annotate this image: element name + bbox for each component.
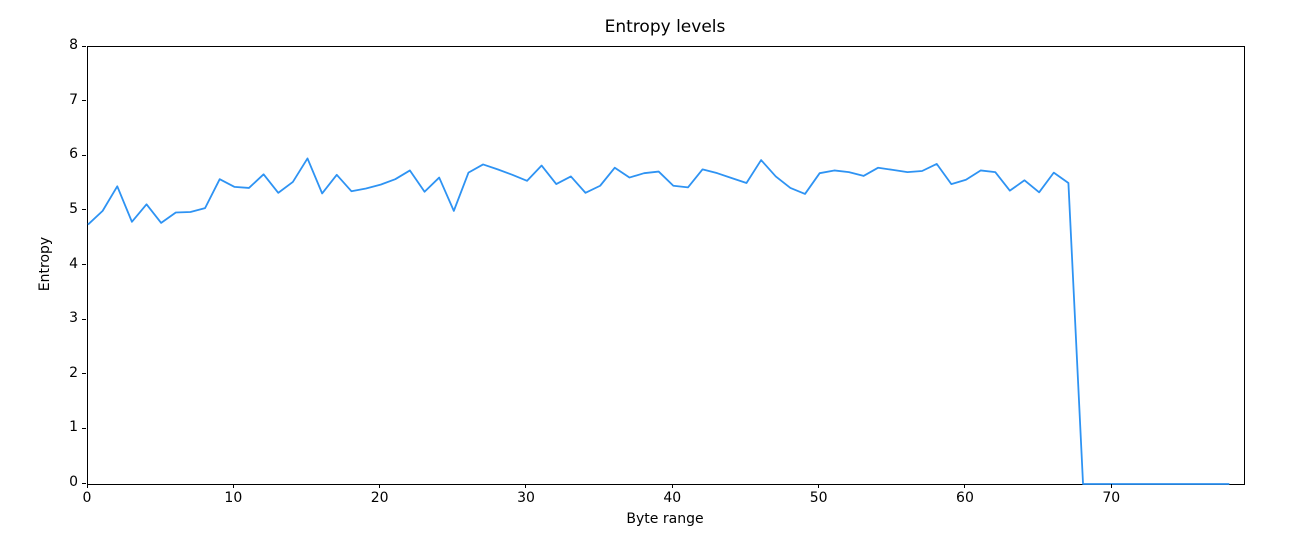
y-tick-label-0: 0 xyxy=(69,474,78,490)
x-tick-mark-30 xyxy=(525,484,527,488)
x-tick-mark-70 xyxy=(1110,484,1112,488)
entropy-line xyxy=(87,157,1230,485)
x-tick-mark-0 xyxy=(86,484,88,488)
x-tick-mark-50 xyxy=(818,484,820,488)
chart-title: Entropy levels xyxy=(604,17,726,37)
x-tick-label-60: 60 xyxy=(956,490,974,506)
y-tick-label-7: 7 xyxy=(69,91,78,108)
y-tick-label-6: 6 xyxy=(69,146,78,163)
y-tick-mark-0 xyxy=(82,482,86,484)
x-tick-mark-60 xyxy=(964,484,966,488)
y-tick-mark-8 xyxy=(82,45,86,47)
x-tick-label-50: 50 xyxy=(809,490,828,506)
x-tick-label-30: 30 xyxy=(517,490,535,506)
y-tick-mark-3 xyxy=(82,318,86,320)
y-tick-label-5: 5 xyxy=(69,200,78,217)
y-tick-mark-5 xyxy=(82,209,86,211)
y-tick-label-8: 8 xyxy=(69,37,78,53)
y-tick-label-1: 1 xyxy=(69,419,78,436)
x-tick-label-10: 10 xyxy=(224,490,243,506)
y-tick-mark-6 xyxy=(82,154,86,156)
x-tick-label-40: 40 xyxy=(663,490,682,506)
x-tick-label-20: 20 xyxy=(370,490,389,506)
x-tick-label-0: 0 xyxy=(82,490,92,506)
x-tick-label-70: 70 xyxy=(1102,490,1121,506)
y-tick-label-4: 4 xyxy=(69,255,78,272)
x-axis-label: Byte range xyxy=(626,511,704,527)
y-tick-mark-7 xyxy=(82,100,86,102)
x-tick-mark-40 xyxy=(671,484,673,488)
x-tick-mark-10 xyxy=(232,484,234,488)
y-tick-mark-4 xyxy=(82,264,86,265)
y-tick-mark-1 xyxy=(82,427,86,429)
plot-area xyxy=(87,46,1245,485)
y-tick-label-3: 3 xyxy=(69,310,78,327)
x-tick-mark-20 xyxy=(379,484,381,488)
y-tick-mark-2 xyxy=(82,373,86,375)
y-tick-label-2: 2 xyxy=(69,364,78,381)
entropy-line-chart xyxy=(87,157,1230,485)
